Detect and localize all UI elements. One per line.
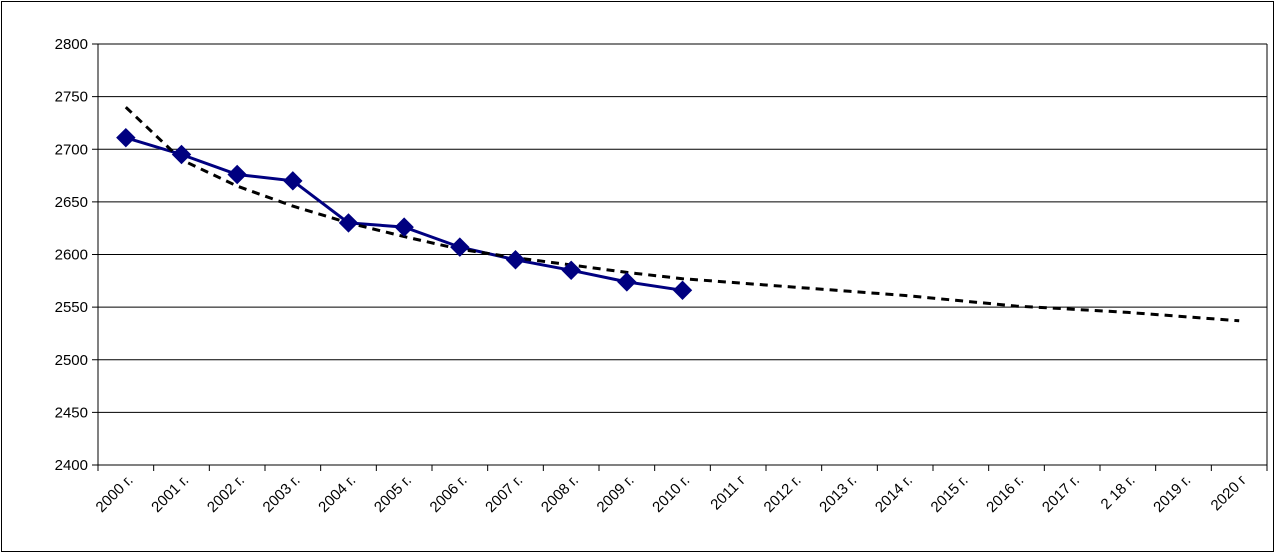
diamond-marker: [171, 144, 192, 165]
x-tick-label: 2016 г.: [983, 472, 1027, 516]
diamond-marker: [116, 127, 136, 148]
diamond-marker: [227, 164, 247, 185]
x-tick-label: 2009 г.: [594, 472, 638, 516]
x-tick-label: 2011 г: [707, 471, 749, 513]
x-tick-label: 2012 г.: [761, 472, 805, 516]
gridlines: [98, 43, 1267, 466]
y-tick-label: 2700: [55, 141, 88, 158]
y-tick-labels: 2400 2450 2500 2550 2600 2650 2700 2750 2800: [55, 36, 88, 474]
x-tick-label: 2001 г.: [148, 472, 192, 516]
diamond-marker: [617, 272, 637, 292]
x-tick-label: 2 18 г.: [1098, 472, 1139, 513]
diamond-marker: [283, 171, 303, 191]
y-tick-label: 2600: [55, 247, 88, 264]
diamond-marker: [561, 260, 581, 280]
x-tick-labels: 2000 г. 2001 г. 2002 г. 2003 г. 2004 г. 2005 …: [93, 471, 1251, 515]
trend-line: [124, 106, 1240, 323]
y-tick-label: 2800: [55, 36, 88, 53]
diamond-marker: [672, 280, 693, 300]
axes: [92, 43, 1268, 471]
y-tick-label: 2450: [55, 404, 88, 421]
x-tick-label: 2014 г.: [872, 472, 916, 516]
diamond-marker: [394, 217, 414, 237]
y-tick-label: 2500: [55, 352, 88, 369]
x-tick-label: 2000 г.: [93, 472, 137, 516]
y-tick-label: 2750: [55, 89, 88, 106]
x-tick-label: 2003 г.: [260, 472, 304, 516]
x-tick-label: 2004 г.: [315, 472, 359, 516]
x-tick-label: 2013 г.: [816, 472, 860, 516]
diamond-marker: [505, 250, 526, 270]
x-tick-label: 2019 г.: [1150, 472, 1194, 516]
diamond-marker: [338, 213, 359, 233]
x-tick-label: 2007 г.: [482, 472, 526, 516]
y-tick-label: 2550: [55, 299, 88, 316]
diamond-marker: [450, 237, 470, 257]
x-tick-label: 2002 г.: [204, 472, 248, 516]
x-tick-label: 2008 г.: [538, 472, 582, 516]
y-tick-label: 2650: [55, 194, 88, 211]
x-tick-label: 2015 г.: [928, 472, 972, 516]
series-markers: [116, 127, 693, 300]
y-tick-label: 2400: [55, 457, 88, 474]
x-tick-label: 2005 г.: [371, 472, 415, 516]
x-tick-label: 2006 г.: [427, 472, 471, 516]
x-tick-label: 2017 г.: [1039, 472, 1083, 516]
x-tick-label: 2010 г.: [649, 472, 693, 516]
x-tick-label: 2020 г: [1208, 471, 1251, 514]
